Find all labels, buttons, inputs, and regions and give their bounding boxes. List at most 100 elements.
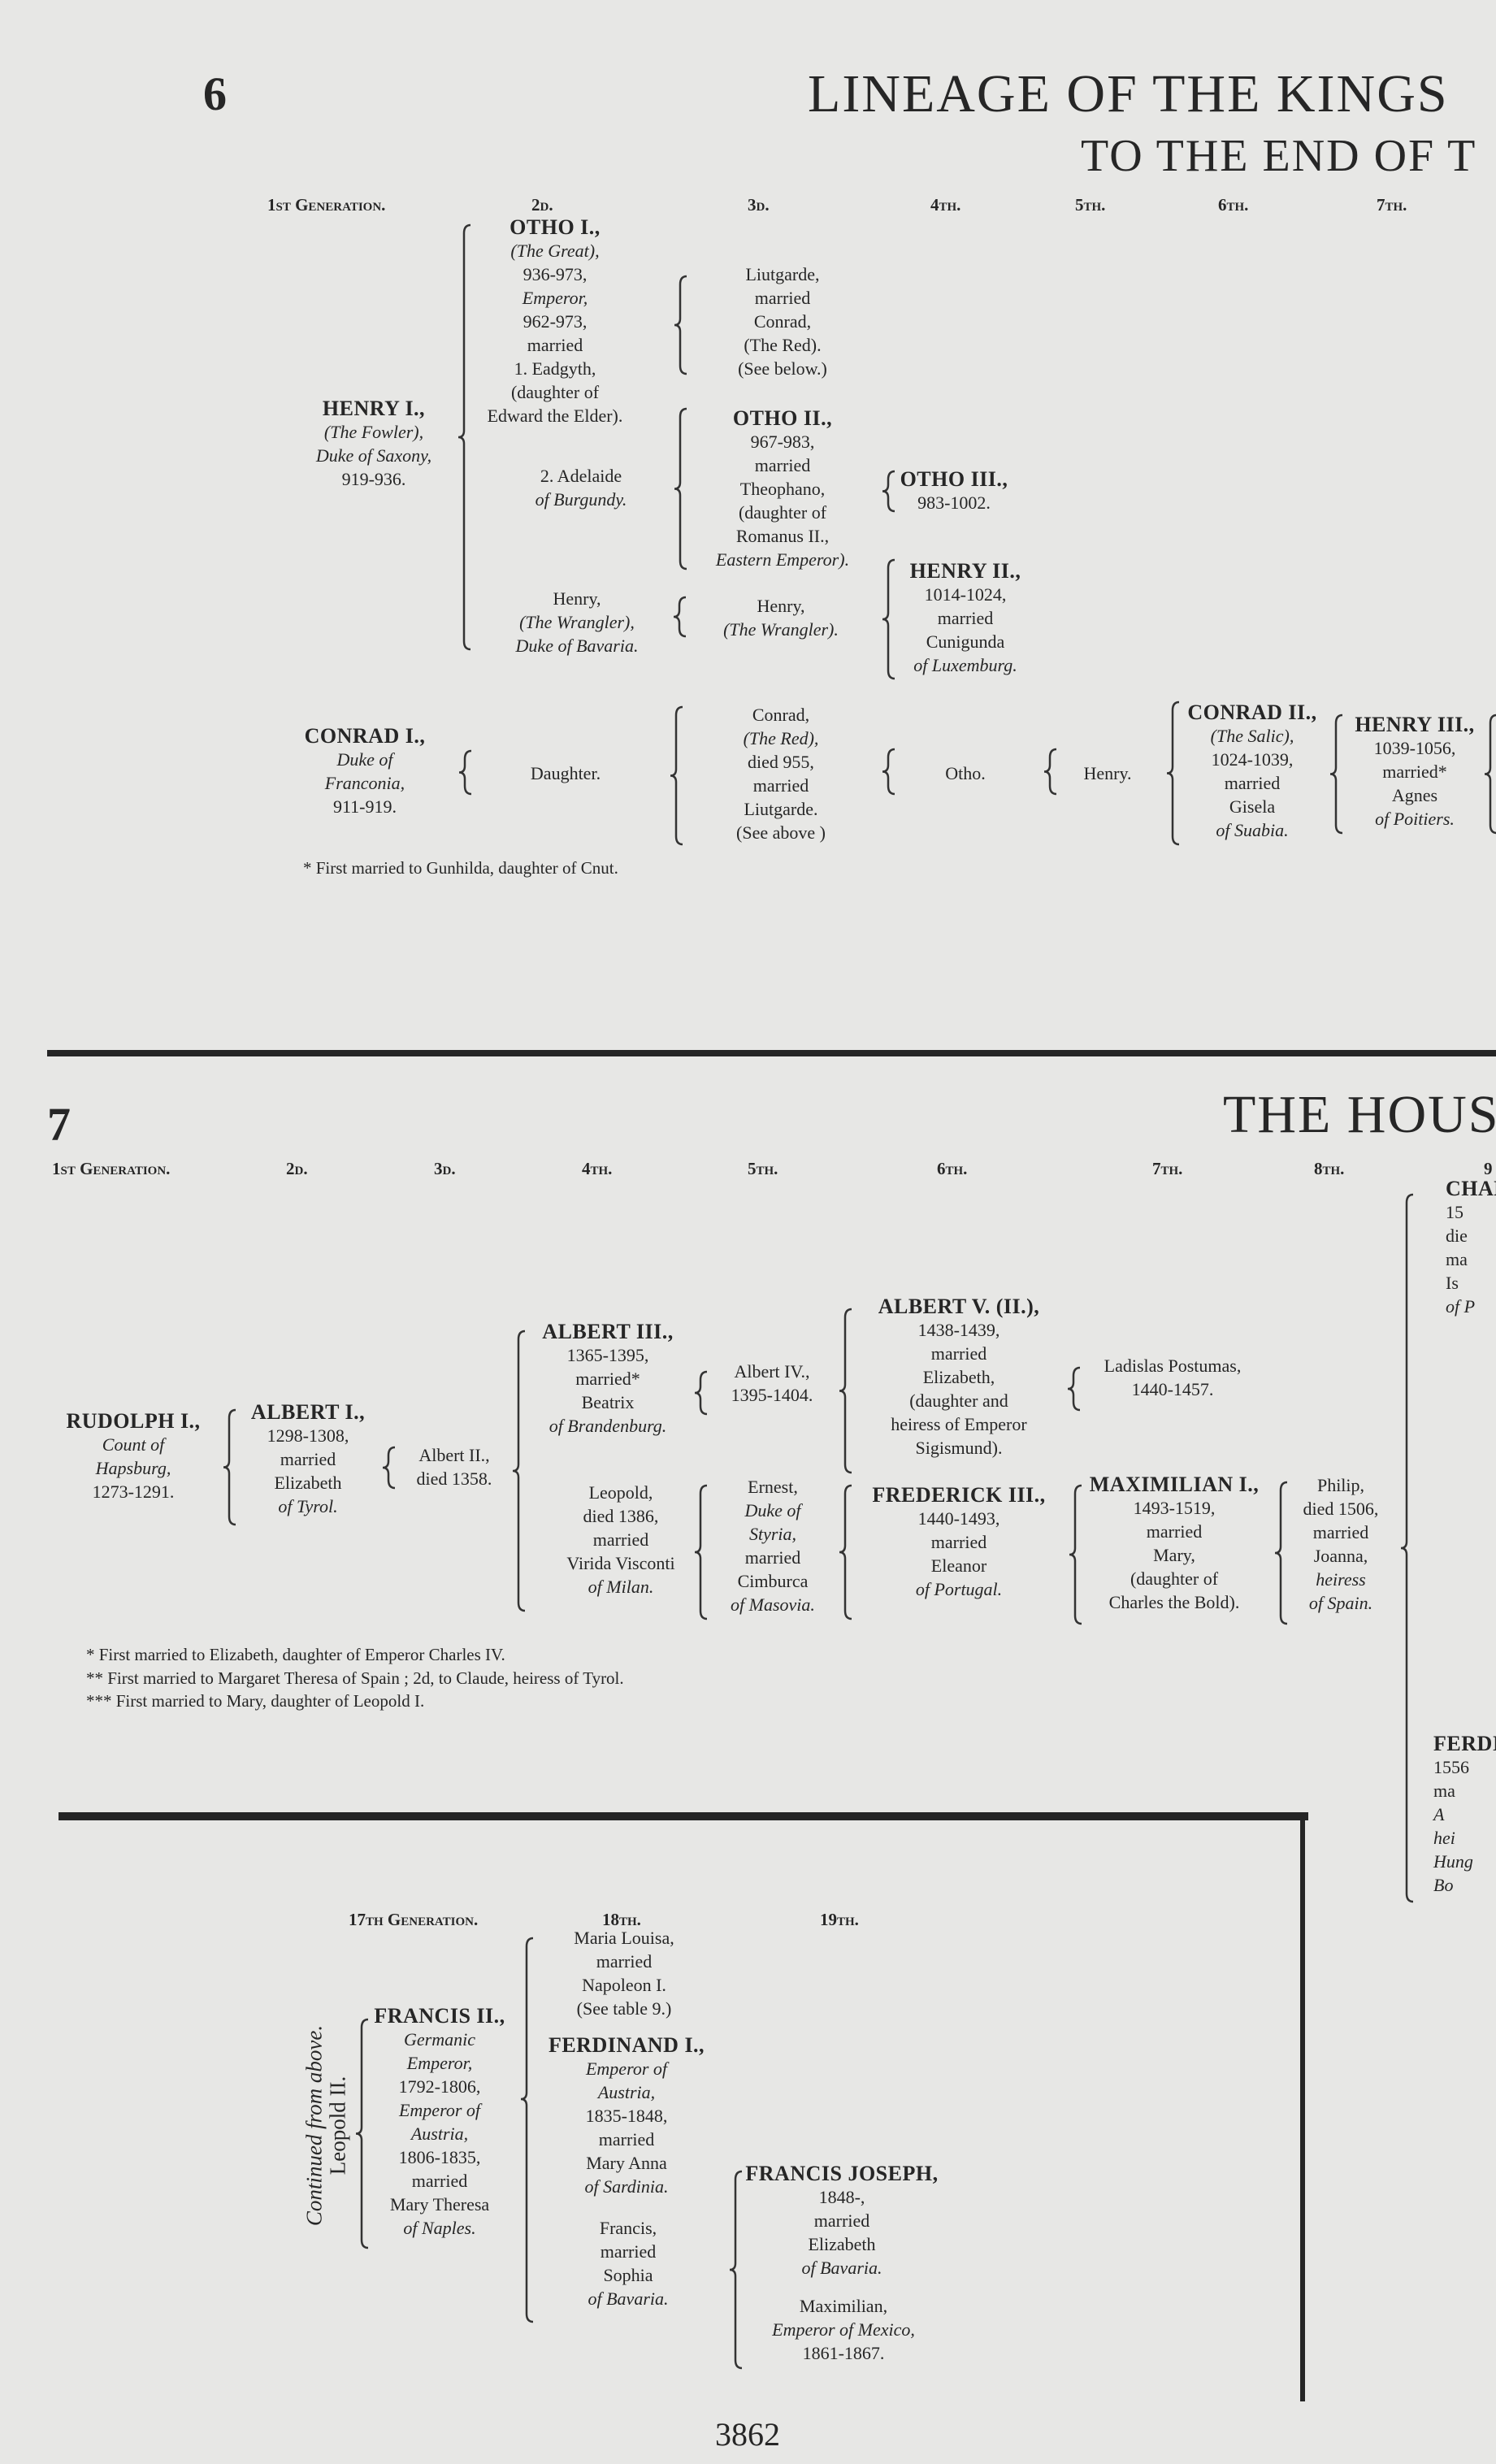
- person-detail: Henry,: [757, 596, 805, 616]
- table-number-7: 7: [47, 1098, 71, 1151]
- person-detail: married: [527, 335, 583, 355]
- person-detail: 1806-1835,: [398, 2147, 481, 2167]
- person-detail: Cimburca: [737, 1571, 809, 1591]
- person-name: CONRAD II.,: [1187, 701, 1317, 724]
- person-henry: Henry.: [937, 761, 1278, 785]
- generation-header: 3d.: [748, 195, 770, 215]
- generation-header: 2d.: [286, 1159, 308, 1178]
- person-detail: Albert II.,: [418, 1445, 490, 1465]
- person-name: FERDINAND I.,: [548, 2033, 705, 2057]
- person-detail: of Milan.: [588, 1577, 654, 1597]
- generation-header: 5th.: [748, 1159, 778, 1178]
- person-detail: married: [600, 2241, 657, 2262]
- person-detail: heiress of Emperor: [891, 1414, 1027, 1434]
- table-6-title: LINEAGE OF THE KINGS: [808, 64, 1449, 124]
- person-detail: (daughter and: [909, 1390, 1008, 1411]
- person-detail: married: [1224, 773, 1281, 793]
- person-detail: Sigismund).: [915, 1438, 1003, 1458]
- person-detail: 1556: [1433, 1757, 1469, 1777]
- brace-connector: [1166, 701, 1180, 846]
- person-detail: of Bavaria.: [588, 2288, 669, 2309]
- person-detail: Maximilian,: [799, 2296, 888, 2316]
- brace-connector: [457, 223, 471, 651]
- generation-header: 7th.: [1152, 1159, 1183, 1178]
- person-detail: Bo: [1433, 1875, 1454, 1895]
- person-henry-ii: HENRY II., 1014-1024, married Cunigunda of L…: [795, 559, 1136, 677]
- person-detail: 1438-1439,: [917, 1320, 1000, 1340]
- person-detail: Elizabeth: [808, 2234, 876, 2254]
- person-detail: Theophano,: [739, 479, 826, 499]
- brace-connector: [673, 596, 687, 638]
- person-detail: Virida Visconti: [566, 1553, 675, 1573]
- brace-connector: [1069, 1484, 1082, 1625]
- person-detail: married: [754, 455, 811, 475]
- person-detail: died 955,: [748, 752, 814, 772]
- person-detail: married: [930, 1532, 987, 1552]
- person-detail: 1273-1291.: [92, 1481, 175, 1502]
- person-detail: 1792-1806,: [398, 2076, 481, 2097]
- person-detail: Agnes: [1391, 785, 1438, 805]
- person-detail: married: [1146, 1521, 1203, 1542]
- person-albert-iv: Albert IV., 1395-1404.: [601, 1360, 943, 1407]
- person-leopold: Leopold, died 1386, married Virida Visconti…: [450, 1481, 791, 1599]
- person-philip: Philip, died 1506, married Joanna, heiress of…: [1170, 1473, 1496, 1615]
- person-detail: married: [744, 1547, 801, 1568]
- person-detail: 2. Adelaide: [540, 466, 622, 486]
- person-detail: Eastern Emperor).: [715, 549, 850, 570]
- person-detail: Romanus II.,: [735, 526, 830, 546]
- person-detail: Austria,: [597, 2082, 656, 2102]
- generation-header: 2d.: [531, 195, 553, 215]
- person-detail: Emperor of: [585, 2058, 667, 2079]
- generation-header: 17th Generation.: [349, 1910, 479, 1929]
- brace-connector: [520, 1937, 534, 2323]
- person-name: CHAR: [1446, 1177, 1496, 1200]
- generation-header: 4th.: [930, 195, 961, 215]
- brace-connector: [839, 1484, 852, 1620]
- generation-header: 1st Generation.: [52, 1159, 171, 1178]
- person-detail: Duke of: [744, 1500, 801, 1520]
- person-detail: of Burgundy.: [535, 489, 627, 510]
- brace-connector: [694, 1484, 708, 1620]
- person-henry-wrangler-3: Henry, (The Wrangler).: [610, 594, 952, 641]
- continuation-box-right: [1300, 1812, 1305, 2401]
- person-detail: Duke of Bavaria.: [515, 636, 639, 656]
- person-name: OTHO II.,: [732, 406, 833, 430]
- person-detail: Hung: [1433, 1851, 1473, 1872]
- generation-header: 19th.: [820, 1910, 859, 1929]
- person-name: MAXIMILIAN I.,: [1089, 1473, 1260, 1496]
- person-name: HENRY II.,: [909, 559, 1021, 583]
- person-otho-i: OTHO I., (The Great), 936-973, Emperor, 962-…: [384, 215, 726, 427]
- generation-header: 5th.: [1075, 195, 1106, 215]
- person-maximilian-i: MAXIMILIAN I., 1493-1519, married Mary, (dau…: [1004, 1473, 1345, 1614]
- person-detail: ma: [1446, 1249, 1468, 1269]
- brace-connector: [1043, 748, 1057, 796]
- person-detail: Edward the Elder).: [487, 406, 623, 426]
- person-detail: Albert IV.,: [734, 1361, 810, 1382]
- person-name: ALBERT I.,: [250, 1400, 366, 1424]
- person-detail: married: [754, 288, 811, 308]
- person-detail: Otho.: [945, 763, 986, 783]
- person-francis: Francis, married Sophia of Bavaria.: [457, 2216, 799, 2310]
- person-detail: 1. Eadgyth,: [514, 358, 596, 379]
- person-detail: Duke of: [336, 749, 393, 770]
- person-detail: (The Wrangler),: [519, 612, 635, 632]
- person-name: FREDERICK III.,: [872, 1483, 1046, 1507]
- person-detail: Francis,: [599, 2218, 657, 2238]
- person-detail: ma: [1433, 1781, 1455, 1801]
- person-detail: Elizabeth,: [922, 1367, 995, 1387]
- person-detail: Austria,: [410, 2123, 469, 2144]
- person-ernest: Ernest, Duke of Styria, married Cimburca of M…: [602, 1475, 943, 1616]
- person-detail: die: [1446, 1225, 1468, 1246]
- person-detail: (daughter of: [510, 382, 600, 402]
- brace-connector: [839, 1308, 852, 1474]
- brace-connector: [729, 2170, 743, 2370]
- person-conrad-ii: CONRAD II., (The Salic), 1024-1039, married…: [1082, 701, 1423, 842]
- person-detail: 936-973,: [523, 264, 588, 284]
- person-detail: Emperor of Mexico,: [772, 2319, 915, 2340]
- page-number: 3862: [715, 2416, 780, 2453]
- person-detail: married: [596, 1951, 653, 1972]
- person-charles-fragment: CHAR15 die ma Is of P: [1446, 1177, 1496, 1318]
- generation-header: 4th.: [582, 1159, 613, 1178]
- table-7-title: THE HOUS: [1223, 1085, 1496, 1144]
